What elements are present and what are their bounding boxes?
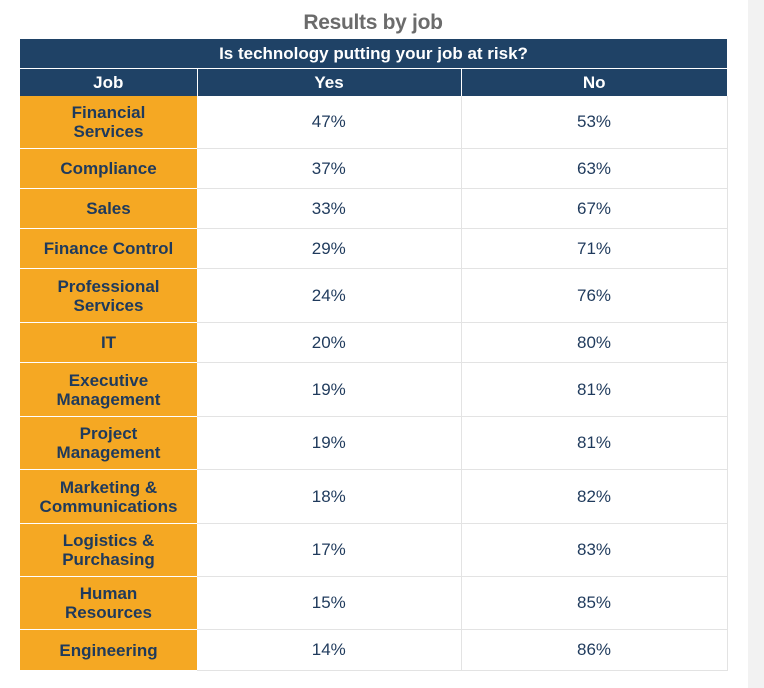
table-row: Financial Services 47% 53%	[20, 96, 728, 149]
table-row: Logistics & Purchasing 17% 83%	[20, 523, 728, 577]
no-value: 81%	[461, 416, 728, 470]
page-scrollbar-track	[748, 0, 764, 688]
yes-value: 24%	[197, 268, 462, 323]
job-label: Executive Management	[20, 362, 197, 417]
table-row: Project Management 19% 81%	[20, 416, 728, 470]
job-label: Compliance	[20, 148, 197, 189]
results-table: Is technology putting your job at risk? …	[20, 39, 728, 671]
no-value: 86%	[461, 629, 728, 671]
table-row: IT 20% 80%	[20, 322, 728, 363]
yes-value: 47%	[197, 96, 462, 149]
no-value: 76%	[461, 268, 728, 323]
job-label: Financial Services	[20, 96, 197, 149]
yes-value: 33%	[197, 188, 462, 229]
column-header-yes: Yes	[197, 68, 462, 96]
job-label: IT	[20, 322, 197, 363]
job-label: Marketing & Communications	[20, 469, 197, 524]
job-label: Finance Control	[20, 228, 197, 269]
table-row: Professional Services 24% 76%	[20, 268, 728, 323]
column-header-no: No	[461, 68, 727, 96]
chart-title: Results by job	[303, 11, 443, 34]
no-value: 80%	[461, 322, 728, 363]
yes-value: 37%	[197, 148, 462, 189]
yes-value: 19%	[197, 416, 462, 470]
table-row: Human Resources 15% 85%	[20, 576, 728, 630]
job-label: Logistics & Purchasing	[20, 523, 197, 577]
no-value: 53%	[461, 96, 728, 149]
table-row: Engineering 14% 86%	[20, 629, 728, 671]
yes-value: 29%	[197, 228, 462, 269]
no-value: 71%	[461, 228, 728, 269]
table-subtitle: Is technology putting your job at risk?	[20, 39, 727, 69]
no-value: 67%	[461, 188, 728, 229]
table-row: Finance Control 29% 71%	[20, 228, 728, 269]
yes-value: 15%	[197, 576, 462, 630]
job-label: Professional Services	[20, 268, 197, 323]
table-row: Executive Management 19% 81%	[20, 362, 728, 417]
job-label: Engineering	[20, 629, 197, 671]
no-value: 82%	[461, 469, 728, 524]
yes-value: 18%	[197, 469, 462, 524]
table-row: Sales 33% 67%	[20, 188, 728, 229]
no-value: 85%	[461, 576, 728, 630]
yes-value: 17%	[197, 523, 462, 577]
job-label: Human Resources	[20, 576, 197, 630]
column-header-job: Job	[20, 68, 198, 96]
job-label: Sales	[20, 188, 197, 229]
no-value: 83%	[461, 523, 728, 577]
no-value: 81%	[461, 362, 728, 417]
yes-value: 14%	[197, 629, 462, 671]
yes-value: 19%	[197, 362, 462, 417]
table-row: Compliance 37% 63%	[20, 148, 728, 189]
table-row: Marketing & Communications 18% 82%	[20, 469, 728, 524]
job-label: Project Management	[20, 416, 197, 470]
yes-value: 20%	[197, 322, 462, 363]
no-value: 63%	[461, 148, 728, 189]
